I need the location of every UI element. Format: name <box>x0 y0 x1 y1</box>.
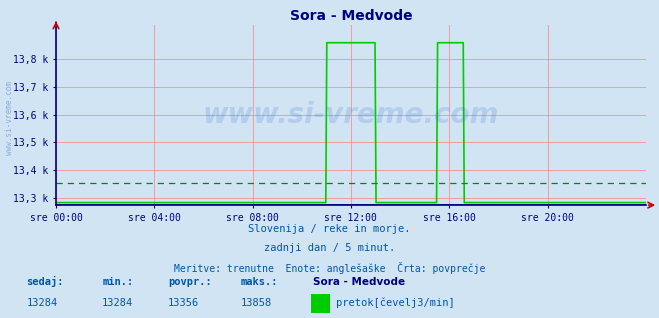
Text: Meritve: trenutne  Enote: anglešaške  Črta: povprečje: Meritve: trenutne Enote: anglešaške Črta… <box>174 262 485 274</box>
Text: maks.:: maks.: <box>241 277 278 287</box>
Text: Slovenija / reke in morje.: Slovenija / reke in morje. <box>248 224 411 234</box>
Text: Sora - Medvode: Sora - Medvode <box>313 277 405 287</box>
Title: Sora - Medvode: Sora - Medvode <box>289 9 413 23</box>
Text: 13284: 13284 <box>102 298 133 308</box>
Text: 13356: 13356 <box>168 298 199 308</box>
Text: pretok[čevelj3/min]: pretok[čevelj3/min] <box>336 297 455 308</box>
Text: zadnji dan / 5 minut.: zadnji dan / 5 minut. <box>264 243 395 253</box>
Text: povpr.:: povpr.: <box>168 277 212 287</box>
Text: sedaj:: sedaj: <box>26 276 64 287</box>
Text: www.si-vreme.com: www.si-vreme.com <box>5 81 14 155</box>
Text: 13284: 13284 <box>26 298 57 308</box>
Text: min.:: min.: <box>102 277 133 287</box>
Text: 13858: 13858 <box>241 298 272 308</box>
Text: www.si-vreme.com: www.si-vreme.com <box>203 101 499 129</box>
